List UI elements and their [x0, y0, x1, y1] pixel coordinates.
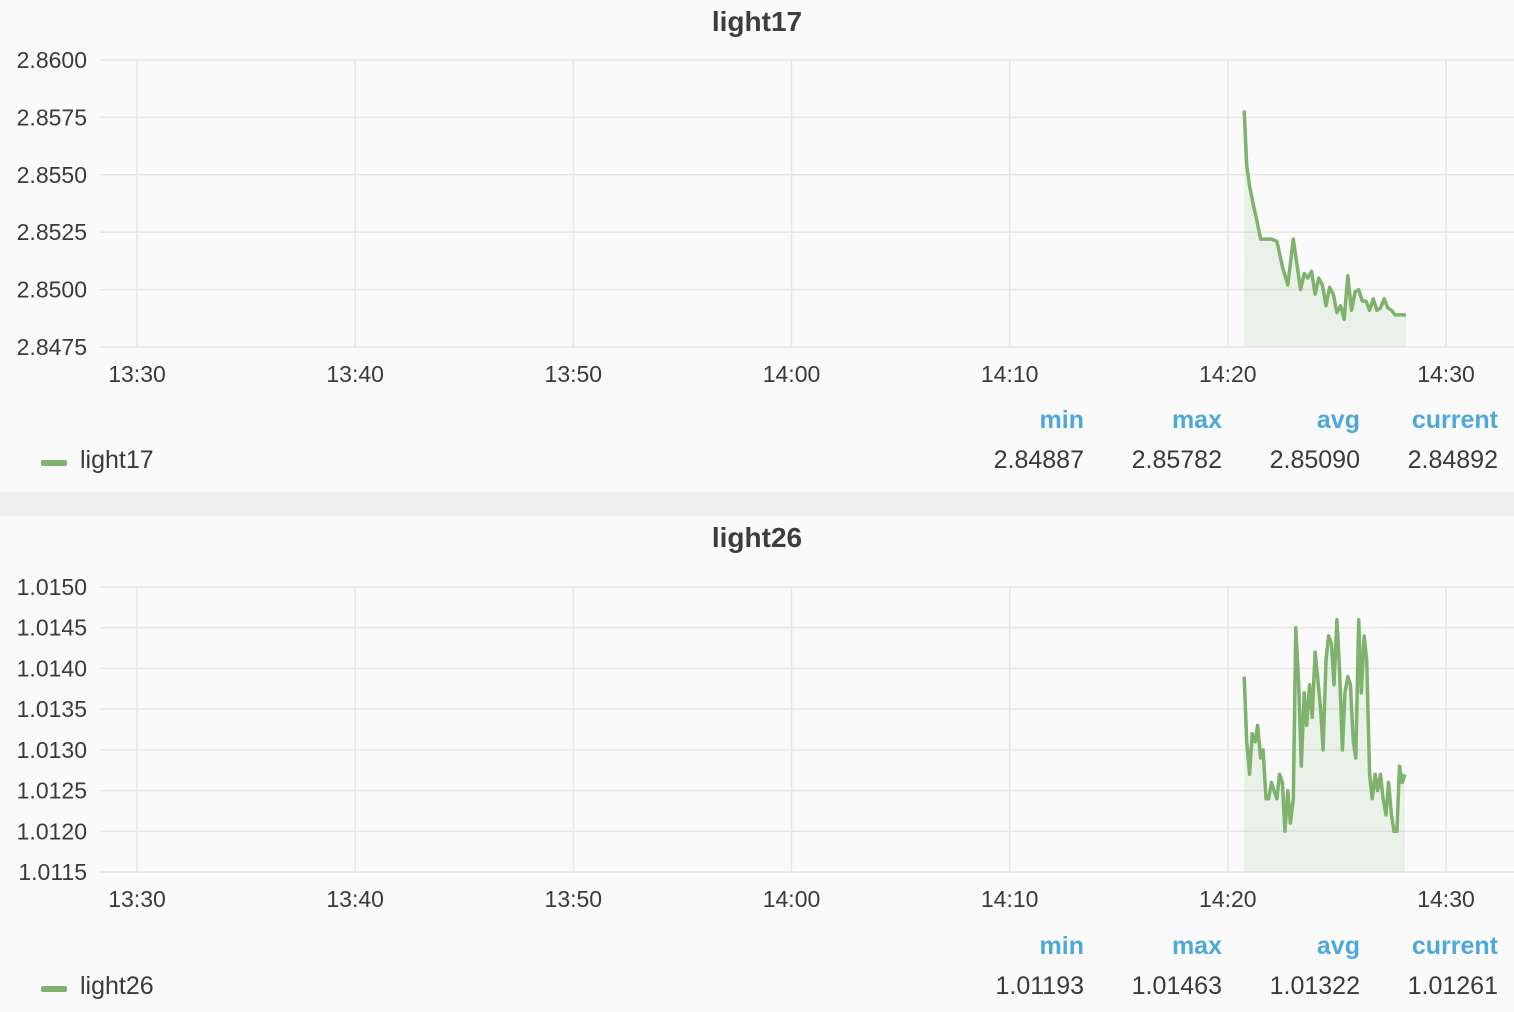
legend-value-max: 2.85782	[1131, 446, 1222, 474]
x-tick-label: 13:30	[108, 886, 166, 912]
legend-value-avg: 1.01322	[1269, 972, 1360, 1000]
legend-header-min[interactable]: min	[1039, 932, 1084, 960]
y-tick-label: 1.0135	[17, 696, 87, 722]
x-tick-label: 14:10	[981, 886, 1039, 912]
legend-header-max[interactable]: max	[1171, 406, 1222, 434]
series-line[interactable]	[1242, 110, 1406, 322]
legend-value-min: 1.01193	[995, 972, 1084, 1000]
x-tick-label: 14:00	[763, 361, 821, 387]
x-tick-label: 14:00	[763, 886, 821, 912]
y-tick-label: 1.0140	[17, 655, 87, 681]
y-tick-label: 1.0115	[18, 859, 87, 885]
legend-value-min: 2.84887	[993, 446, 1084, 474]
y-tick-label: 1.0150	[17, 574, 87, 600]
x-tick-label: 13:40	[326, 361, 384, 387]
legend-header-avg[interactable]: avg	[1316, 932, 1360, 960]
x-tick-label: 13:50	[545, 886, 603, 912]
legend-header-current[interactable]: current	[1411, 406, 1498, 434]
legend-value-current: 1.01261	[1407, 972, 1498, 1000]
graph-panel: light17 2.8600 2.8575 2.8550 2.8525 2.8500 2.…	[0, 0, 1514, 492]
x-tick-label: 14:30	[1417, 886, 1475, 912]
chart-plot: 1.0150 1.0145 1.0140 1.0135 1.0130 1.0125 1.01…	[17, 574, 1514, 912]
y-tick-label: 2.8475	[17, 334, 87, 360]
legend: min max avg current light26 1.01193 1.01…	[0, 916, 1514, 1006]
y-tick-label: 1.0120	[17, 818, 87, 844]
legend-header-min[interactable]: min	[1039, 406, 1084, 434]
panel-title: light26	[711, 522, 803, 553]
legend-value-current: 2.84892	[1407, 446, 1498, 474]
x-tick-label: 13:50	[545, 361, 603, 387]
x-tick-label: 14:20	[1199, 886, 1257, 912]
graph-panel: light26 1.0150 1.0145 1.0140 1.0135 1.0130 1.…	[0, 516, 1514, 1012]
y-tick-label: 2.8500	[17, 277, 87, 303]
legend-series-name[interactable]: light17	[80, 446, 154, 474]
y-tick-label: 1.0130	[17, 737, 87, 763]
series-area-fill	[1244, 110, 1407, 347]
legend-header-max[interactable]: max	[1171, 932, 1222, 960]
y-tick-label: 2.8600	[17, 47, 87, 73]
x-tick-label: 13:30	[108, 361, 166, 387]
legend-series-swatch[interactable]	[41, 986, 67, 992]
y-tick-label: 1.0145	[17, 615, 87, 641]
y-tick-label: 2.8550	[17, 162, 87, 188]
x-tick-label: 13:40	[326, 886, 384, 912]
x-tick-label: 14:10	[981, 361, 1039, 387]
legend-value-avg: 2.85090	[1269, 446, 1360, 474]
x-tick-label: 14:30	[1417, 361, 1475, 387]
y-tick-label: 2.8575	[17, 104, 87, 130]
y-tick-label: 2.8525	[17, 219, 87, 245]
legend-header-avg[interactable]: avg	[1316, 406, 1360, 434]
x-tick-label: 14:20	[1199, 361, 1257, 387]
legend-series-name[interactable]: light26	[80, 972, 154, 1000]
legend-value-max: 1.01463	[1131, 972, 1222, 1000]
chart-plot: 2.8600 2.8575 2.8550 2.8525 2.8500 2.8475 13:3…	[17, 47, 1514, 387]
panel-title: light17	[711, 6, 803, 37]
legend: min max avg current light17 2.84887 2.85…	[0, 400, 1514, 490]
y-tick-label: 1.0125	[17, 778, 87, 804]
series-line[interactable]	[1242, 617, 1407, 834]
legend-series-swatch[interactable]	[41, 460, 67, 466]
legend-header-current[interactable]: current	[1411, 932, 1498, 960]
